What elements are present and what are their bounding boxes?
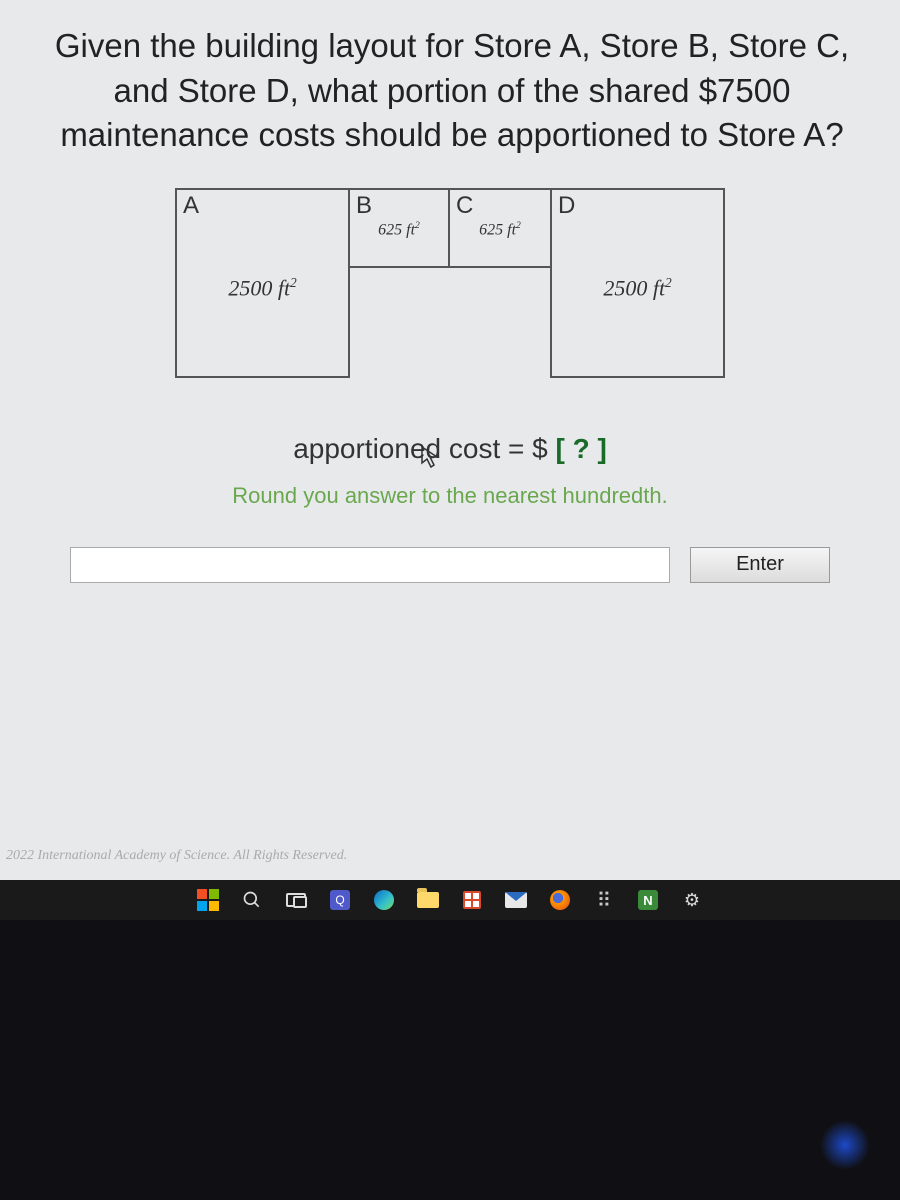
store-b-label: B [356, 192, 372, 220]
store-d-area: 2500 ft2 [552, 275, 723, 301]
rounding-hint: Round you answer to the nearest hundredt… [0, 483, 900, 509]
enter-button[interactable]: Enter [690, 547, 830, 583]
store-a-box: A 2500 ft2 [175, 188, 350, 378]
edge-browser-icon[interactable] [372, 888, 396, 912]
file-explorer-icon[interactable] [416, 888, 440, 912]
store-c-box: C 625 ft2 [450, 188, 550, 268]
start-menu-icon[interactable] [196, 888, 220, 912]
windows-taskbar: Q ⠿ N ⚙ [0, 880, 900, 920]
store-b-area: 625 ft2 [350, 220, 448, 239]
equation-prefix: apportioned cost = $ [293, 433, 555, 464]
answer-input[interactable] [70, 547, 670, 583]
store-c-area: 625 ft2 [450, 220, 550, 239]
store-d-label: D [558, 192, 575, 220]
mail-icon[interactable] [504, 888, 528, 912]
store-icon[interactable]: ⚙ [680, 888, 704, 912]
store-b-box: B 625 ft2 [350, 188, 450, 268]
dropbox-icon[interactable]: ⠿ [592, 888, 616, 912]
equation-placeholder: [ ? ] [555, 433, 606, 464]
store-a-label: A [183, 192, 199, 220]
teams-icon[interactable]: Q [328, 888, 352, 912]
task-view-icon[interactable] [284, 888, 308, 912]
app-grid-icon[interactable] [460, 888, 484, 912]
store-d-box: D 2500 ft2 [550, 188, 725, 378]
building-diagram: A 2500 ft2 B 625 ft2 C 625 ft2 D 2500 ft… [0, 188, 900, 378]
n-app-icon[interactable]: N [636, 888, 660, 912]
firefox-icon[interactable] [548, 888, 572, 912]
equation-line: apportioned cost = $ [ ? ] [0, 433, 900, 465]
monitor-bezel [0, 920, 900, 1200]
store-c-label: C [456, 192, 473, 220]
store-a-area: 2500 ft2 [177, 275, 348, 301]
copyright-footer: 2022 International Academy of Science. A… [0, 848, 347, 864]
search-icon[interactable] [240, 888, 264, 912]
question-text: Given the building layout for Store A, S… [0, 0, 900, 170]
